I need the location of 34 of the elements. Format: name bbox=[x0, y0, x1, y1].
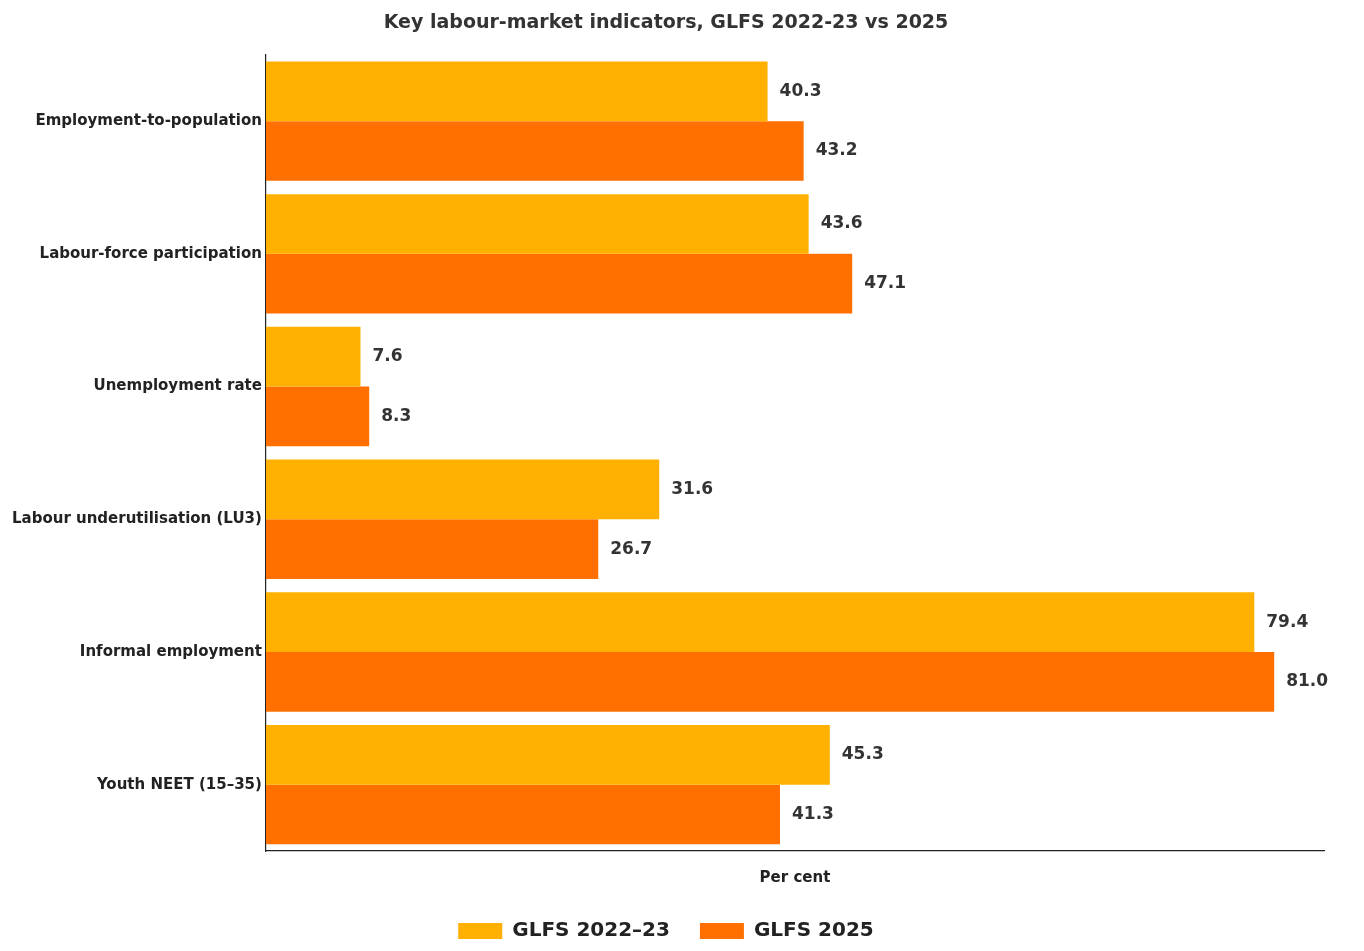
bar bbox=[265, 724, 830, 785]
bar bbox=[265, 253, 853, 314]
y-tick-label: Youth NEET (15–35) bbox=[95, 774, 262, 793]
y-tick-label: Employment-to-population bbox=[35, 111, 262, 130]
bar bbox=[265, 592, 1255, 652]
bar bbox=[265, 386, 370, 447]
bar bbox=[265, 784, 780, 845]
legend-label: GLFS 2025 bbox=[753, 917, 874, 942]
y-tick-label: Informal employment bbox=[79, 641, 262, 660]
data-label: 43.6 bbox=[820, 212, 863, 233]
y-tick-label: Labour-force participation bbox=[39, 243, 262, 262]
data-label: 81.0 bbox=[1286, 670, 1329, 691]
data-label: 40.3 bbox=[779, 79, 822, 100]
data-label: 47.1 bbox=[864, 272, 907, 293]
data-label: 79.4 bbox=[1266, 610, 1309, 631]
bar bbox=[265, 121, 804, 181]
data-label: 7.6 bbox=[372, 345, 403, 366]
chart-title: Key labour-market indicators, GLFS 2022-23 vs 2025 bbox=[383, 10, 949, 33]
bar bbox=[265, 194, 809, 254]
data-label: 45.3 bbox=[841, 743, 884, 764]
data-label: 31.6 bbox=[671, 477, 714, 498]
bar bbox=[265, 459, 660, 520]
data-label: 26.7 bbox=[610, 537, 653, 558]
y-tick-label: Unemployment rate bbox=[93, 376, 262, 395]
x-axis-title: Per cent bbox=[759, 867, 831, 886]
y-tick-label: Labour underutilisation (LU3) bbox=[11, 509, 262, 528]
bar bbox=[265, 61, 768, 122]
bar bbox=[265, 519, 599, 579]
bar bbox=[265, 651, 1275, 712]
data-label: 8.3 bbox=[381, 404, 412, 425]
data-label: 41.3 bbox=[792, 802, 834, 823]
data-label: 43.2 bbox=[815, 139, 858, 160]
bar bbox=[265, 326, 361, 387]
legend-label: GLFS 2022–23 bbox=[512, 917, 670, 942]
